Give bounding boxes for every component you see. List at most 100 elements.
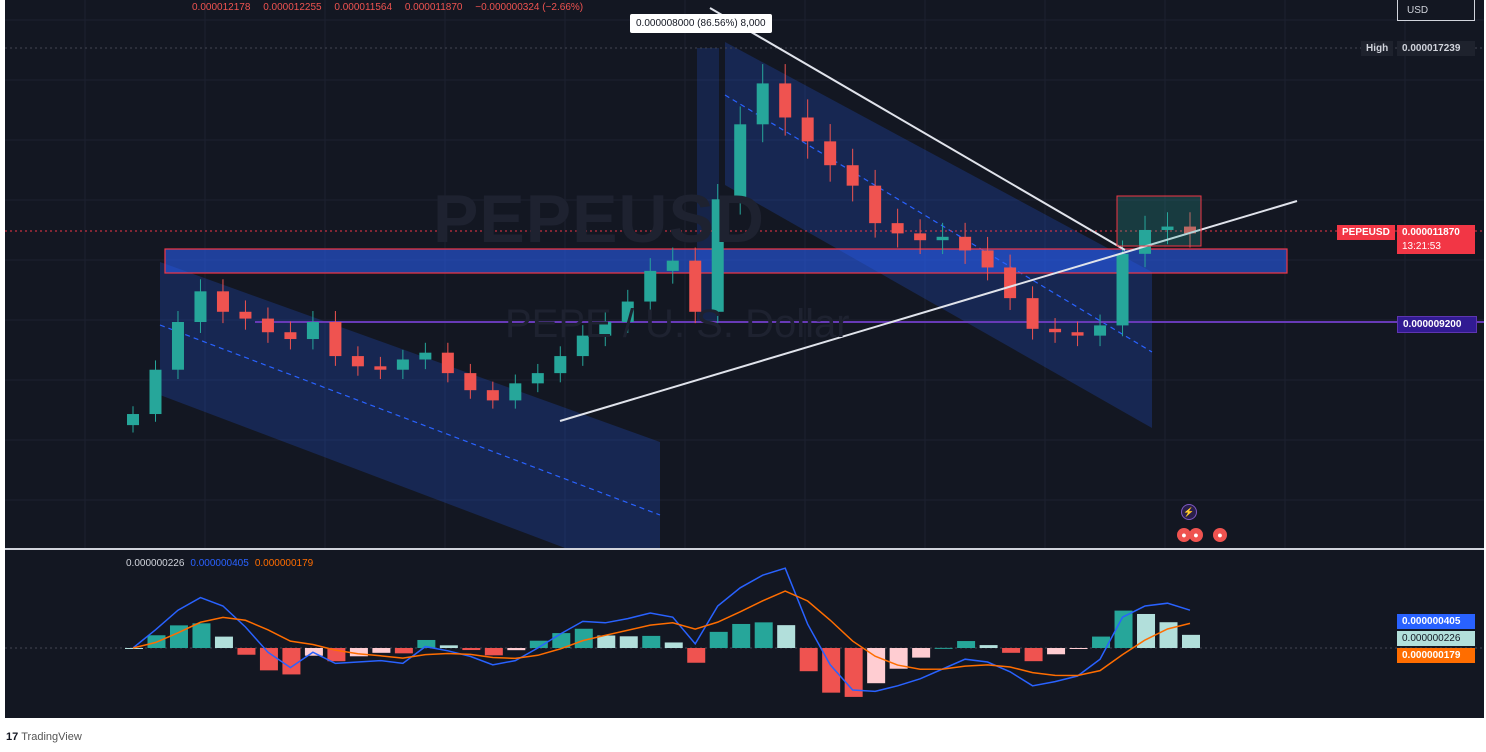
bar-countdown: 13:21:53 [1397, 239, 1475, 254]
macd-histogram-bar [237, 648, 256, 655]
candle-body [419, 352, 432, 360]
candle-body [666, 260, 679, 271]
candle-body [891, 223, 904, 234]
candle-body [576, 335, 589, 357]
ohlc-close: 0.000011870 [404, 2, 463, 13]
macd-histogram-bar [439, 645, 458, 648]
candle-body [959, 236, 972, 251]
candle-body [1161, 226, 1174, 230]
macd-histogram-bar [732, 623, 751, 648]
watermark-name: PEPE / U. S. Dollar [505, 302, 850, 346]
candle-body [1116, 253, 1129, 326]
candle-body [351, 356, 364, 367]
level-value: 0.000009200 [1397, 316, 1477, 333]
macd-histogram-bar [1047, 648, 1066, 655]
ohlc-readout: 0.000012178 0.000012255 0.000011564 0.00… [192, 2, 593, 13]
candle-body [621, 301, 634, 322]
signal-line [132, 590, 1191, 677]
candle-body [824, 141, 837, 166]
macd-histogram-bar [664, 642, 683, 648]
lightning-icon[interactable]: ⚡ [1181, 504, 1197, 520]
macd-histogram-bar [979, 645, 998, 648]
macd-histogram-bar [799, 648, 818, 672]
candle-body [194, 291, 207, 322]
tradingview-logo: 17 [6, 731, 19, 743]
candle-body [981, 250, 994, 268]
candle-body [554, 356, 567, 374]
candle-body [171, 322, 184, 370]
macd-histogram-bar [754, 622, 773, 648]
macd-histogram-bar [957, 641, 976, 648]
pane-divider[interactable] [5, 548, 1484, 550]
macd-histogram-bar [1002, 648, 1021, 653]
us-flag-event-icon[interactable]: ● [1177, 528, 1191, 542]
us-flag-event-icon-3[interactable]: ● [1213, 528, 1227, 542]
macd-histogram-bar [1159, 622, 1178, 648]
chart-frame[interactable]: PEPEUSD PEPE / U. S. Dollar [5, 0, 1484, 718]
macd-legend-macd: 0.000000405 [190, 558, 249, 569]
last-price-value: 0.000011870 [1397, 225, 1475, 240]
macd-histogram-bar [844, 648, 863, 697]
macd-histogram-bar [867, 648, 886, 684]
candle-body [779, 83, 792, 118]
candle-body [396, 359, 409, 370]
candle-body [936, 236, 949, 241]
macd-histogram-bar [574, 628, 593, 648]
macd-histogram-bar [507, 648, 526, 651]
candle-body [1184, 226, 1196, 234]
macd-histogram-bar [372, 648, 391, 653]
macd-histogram-bar [349, 648, 368, 657]
candle-body [801, 117, 814, 142]
candle-body [306, 322, 319, 340]
candle-body [284, 332, 297, 340]
macd-histogram-bar [709, 631, 728, 648]
ascending-trendline [559, 200, 1298, 422]
macd-histogram-bar [1137, 613, 1156, 648]
brand-name: TradingView [21, 731, 82, 743]
macd-histogram-bar [619, 636, 638, 648]
macd-legend: 0.000000226 0.000000405 0.000000179 [126, 558, 319, 569]
symbol-label: PEPEUSD [1337, 225, 1395, 240]
descending-trendline [709, 7, 1126, 251]
descending-channel-right [725, 42, 1152, 428]
macd-legend-histogram: 0.000000226 [126, 558, 185, 569]
channel-left-midline [159, 324, 661, 516]
candle-body [374, 366, 387, 370]
macd-histogram-bar [1092, 636, 1111, 648]
macd-pane[interactable] [5, 550, 1484, 718]
candle-body [1049, 328, 1062, 333]
price-pane[interactable]: PEPEUSD PEPE / U. S. Dollar [5, 0, 1484, 548]
macd-histogram-bar [687, 648, 706, 663]
macd-axis-macd: 0.000000405 [1397, 614, 1475, 629]
currency-button[interactable]: USD [1397, 0, 1475, 21]
ohlc-low: 0.000011564 [334, 2, 393, 13]
candle-body [329, 322, 342, 357]
macd-histogram-bar [1069, 648, 1088, 649]
macd-histogram-bar [462, 648, 481, 651]
us-flag-event-icon-2[interactable]: ● [1189, 528, 1203, 542]
candle-body [509, 383, 522, 401]
candle-body [689, 260, 702, 312]
candle-body [464, 373, 477, 391]
macd-histogram-bar [214, 636, 233, 648]
macd-chart-svg[interactable] [5, 550, 1484, 718]
candle-body [239, 311, 252, 319]
macd-histogram-bar [1114, 610, 1133, 648]
macd-histogram-bar [934, 647, 953, 649]
candle-body [846, 165, 859, 186]
ohlc-open: 0.000012178 [192, 2, 251, 13]
high-value: 0.000017239 [1397, 41, 1475, 56]
candle-body [261, 318, 274, 333]
macd-axis-histogram: 0.000000226 [1397, 631, 1475, 646]
candle-body [599, 322, 612, 336]
macd-histogram-bar [417, 639, 436, 648]
macd-histogram-bar [777, 625, 796, 648]
resistance-zone [164, 248, 1288, 274]
candle-body [1004, 267, 1017, 299]
price-chart-svg[interactable] [5, 0, 1484, 548]
candle-body [734, 124, 747, 200]
macd-histogram-bar [394, 648, 413, 654]
macd-line [132, 567, 1191, 693]
candle-body [756, 83, 769, 125]
macd-histogram-bar [484, 648, 503, 656]
